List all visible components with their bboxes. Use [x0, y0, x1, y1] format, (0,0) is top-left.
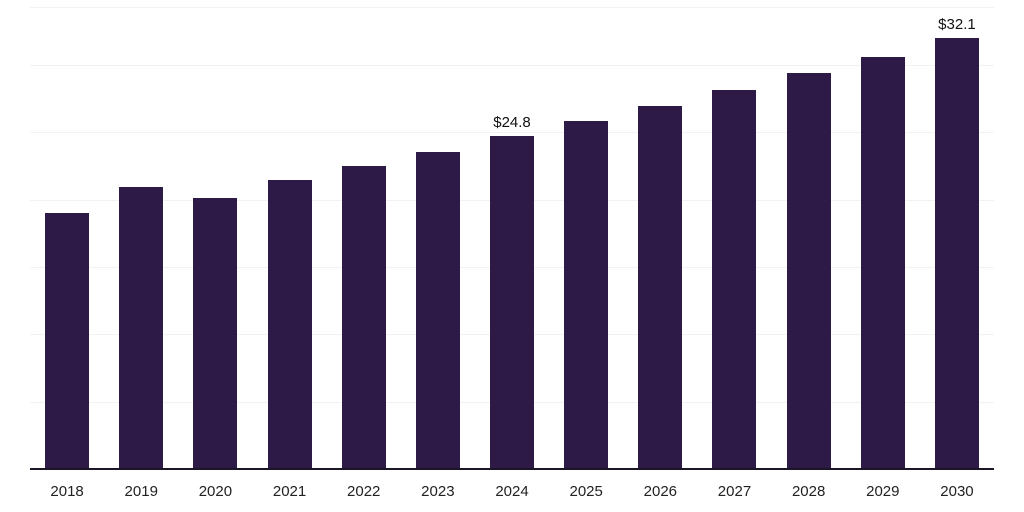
- bar-column-2023: [401, 8, 475, 470]
- bar-2019: [119, 187, 164, 470]
- bar-column-2020: [178, 8, 252, 470]
- gridline: [30, 7, 994, 8]
- bar-2025: [564, 121, 609, 470]
- x-axis-line: [30, 468, 994, 470]
- bar-column-2022: [327, 8, 401, 470]
- x-tick-label-2027: 2027: [717, 483, 752, 500]
- bar-2024: [490, 135, 535, 470]
- gridline: [30, 132, 994, 134]
- x-tick-label-2019: 2019: [124, 483, 158, 500]
- x-tick-label-2022: 2022: [347, 483, 381, 500]
- bar-value-label-2030: $32.1: [938, 15, 976, 33]
- bars-layer: $24.8 $32.1: [30, 8, 994, 470]
- bar-column-2026: [623, 8, 697, 470]
- bar-2027: [712, 90, 757, 470]
- bar-column-2021: [252, 8, 326, 470]
- x-tick-label-2024: 2024: [495, 483, 529, 500]
- bar-2021: [267, 180, 312, 470]
- bar-2026: [638, 106, 683, 470]
- bar-2030: [934, 37, 979, 470]
- bar-2023: [415, 152, 460, 470]
- gridline: [30, 64, 994, 66]
- bar-2028: [786, 72, 831, 470]
- bar-2022: [341, 165, 386, 470]
- x-tick-label-2026: 2026: [643, 483, 678, 500]
- bar-column-2029: [846, 8, 920, 470]
- bar-2018: [45, 212, 90, 470]
- x-tick-label-2025: 2025: [569, 483, 603, 500]
- x-tick-label-2020: 2020: [198, 483, 233, 500]
- bar-column-2027: [697, 8, 771, 470]
- x-tick-label-2029: 2029: [866, 483, 900, 500]
- x-tick-label-2030: 2030: [940, 483, 974, 500]
- bar-column-2024: $24.8: [475, 8, 549, 470]
- x-tick-label-2023: 2023: [421, 483, 455, 500]
- x-tick-label-2021: 2021: [272, 483, 307, 500]
- bar-column-2019: [104, 8, 178, 470]
- x-tick-label-2028: 2028: [791, 483, 826, 500]
- bar-column-2025: [549, 8, 623, 470]
- x-axis-labels: 2018 2019 2020 2021 2022 2023 2024 2025 2026 2027…: [30, 480, 994, 504]
- bar-column-2030: $32.1: [920, 8, 994, 470]
- bar-column-2028: [772, 8, 846, 470]
- bar-column-2018: [30, 8, 104, 470]
- bar-value-label-2024: $24.8: [493, 113, 531, 131]
- bar-2020: [193, 197, 238, 470]
- plot-area: $24.8 $32.1: [30, 7, 994, 470]
- x-tick-label-2018: 2018: [50, 483, 84, 500]
- bar-2029: [860, 56, 905, 470]
